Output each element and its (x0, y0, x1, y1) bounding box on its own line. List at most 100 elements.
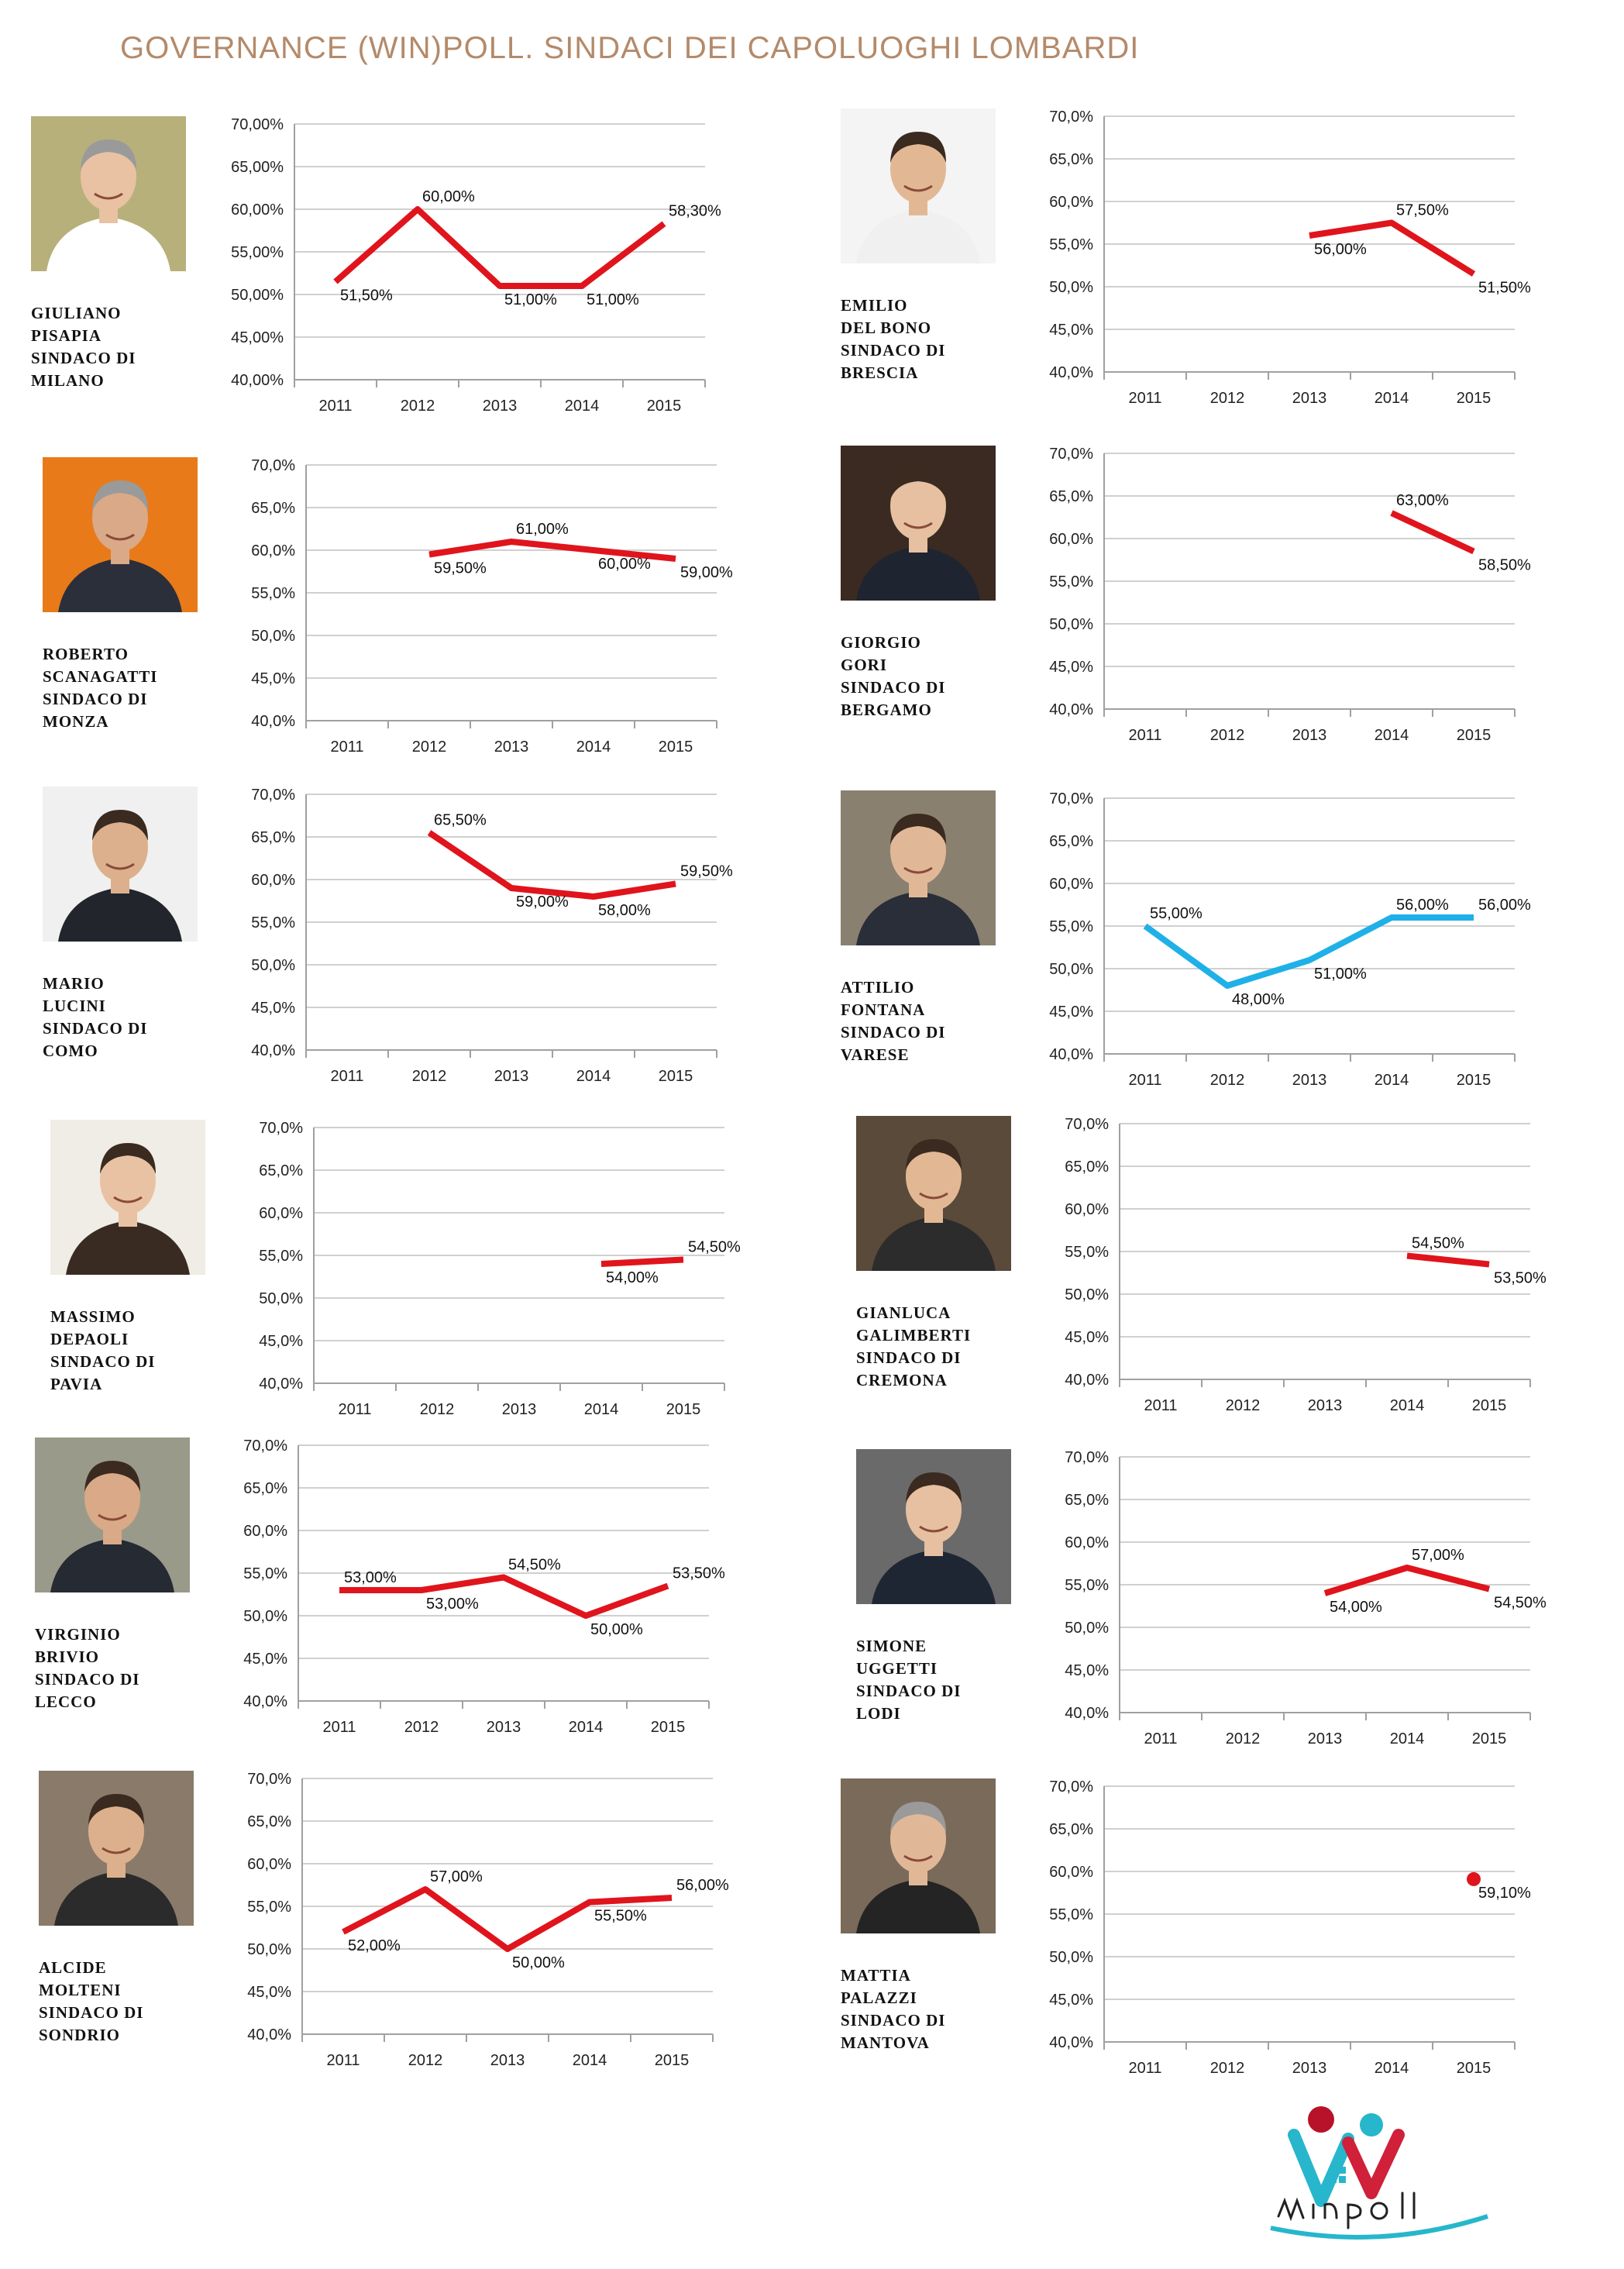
y-tick-label: 70,0% (1065, 1116, 1109, 1133)
data-label: 52,00% (348, 1937, 401, 1954)
y-tick-label: 40,0% (251, 1042, 295, 1059)
caption-line: SONDRIO (39, 2026, 121, 2044)
y-tick-label: 65,0% (1049, 488, 1093, 505)
y-tick-label: 55,0% (1065, 1577, 1109, 1594)
y-tick-label: 40,0% (251, 713, 295, 730)
chart-svg: 40,0% 45,0% 50,0% 55,0% 60,0% 65,0% 70,0% 2011 2… (1065, 1449, 1547, 1747)
data-label: 51,00% (587, 291, 639, 308)
y-tick-label: 55,0% (1049, 236, 1093, 253)
data-label: 59,00% (680, 564, 733, 581)
y-tick-label: 40,0% (1049, 2034, 1093, 2051)
x-tick-label: 2015 (1472, 1730, 1507, 1747)
y-tick-label: 50,0% (251, 957, 295, 974)
x-tick-label: 2014 (576, 739, 611, 756)
x-tick-label: 2011 (1128, 727, 1161, 744)
x-tick-label: 2014 (1375, 390, 1409, 407)
mayor-caption: SIMONE UGGETTI SINDACO DI LODI (856, 1635, 1042, 1725)
y-tick-label: 65,0% (1065, 1159, 1109, 1176)
data-label: 55,00% (1150, 905, 1203, 922)
data-label: 58,30% (669, 203, 721, 220)
data-label: 59,10% (1478, 1885, 1531, 1902)
y-tick-label: 55,0% (247, 1899, 291, 1916)
data-label: 54,50% (1494, 1595, 1547, 1612)
page-title: GOVERNANCE (WIN)POLL. SINDACI DEI CAPOLU… (120, 31, 1140, 65)
x-tick-label: 2012 (1226, 1397, 1261, 1414)
portrait-icon (31, 116, 186, 271)
x-tick-label: 2015 (1457, 390, 1492, 407)
y-tick-label: 65,0% (251, 500, 295, 517)
data-label: 48,00% (1232, 991, 1285, 1008)
y-tick-label: 45,00% (231, 329, 284, 346)
y-tick-label: 70,0% (251, 457, 295, 474)
mayor-caption: GIANLUCA GALIMBERTI SINDACO DI CREMONA (856, 1302, 1042, 1392)
caption-line: PISAPIA (31, 326, 102, 345)
caption-line: GIULIANO (31, 304, 122, 322)
mayor-photo (43, 787, 198, 942)
mayor-caption: VIRGINIO BRIVIO SINDACO DI LECCO (35, 1623, 221, 1713)
caption-line: DEL BONO (841, 318, 932, 337)
mayor-photo (39, 1771, 194, 1926)
y-tick-label: 45,0% (1049, 1004, 1093, 1021)
y-tick-label: 40,0% (1065, 1705, 1109, 1722)
caption-line: VIRGINIO (35, 1625, 121, 1644)
data-label: 57,00% (1412, 1547, 1464, 1564)
series-line (427, 830, 676, 900)
x-tick-label: 2015 (1457, 1072, 1492, 1089)
y-tick-label: 45,0% (251, 670, 295, 687)
x-tick-label: 2011 (1128, 1072, 1161, 1089)
x-tick-label: 2011 (318, 398, 352, 415)
x-tick-label: 2011 (1144, 1397, 1177, 1414)
data-label: 53,00% (344, 1569, 397, 1586)
caption-line: LODI (856, 1704, 901, 1723)
y-tick-label: 65,0% (259, 1162, 303, 1179)
caption-line: MASSIMO (50, 1307, 136, 1326)
portrait-icon (841, 790, 996, 945)
y-tick-label: 60,0% (1049, 1864, 1093, 1881)
data-label: 56,00% (676, 1877, 729, 1894)
portrait-icon (43, 457, 198, 612)
mayor-panel: SIMONE UGGETTI SINDACO DI LODI 40,0% 45,0% 50,… (856, 1449, 1624, 1775)
chart-svg: 40,0% 45,0% 50,0% 55,0% 60,0% 65,0% 70,0% 2011 2… (251, 457, 733, 756)
series-line (600, 1256, 684, 1267)
caption-line: SINDACO DI (39, 2003, 144, 2022)
y-tick-label: 60,0% (259, 1205, 303, 1222)
y-tick-label: 50,0% (1049, 616, 1093, 633)
chart-svg: 40,0% 45,0% 50,0% 55,0% 60,0% 65,0% 70,0% 2011 2… (259, 1120, 741, 1418)
approval-chart: 40,0% 45,0% 50,0% 55,0% 60,0% 65,0% 70,0% 2011 2… (198, 787, 740, 1112)
y-tick-label: 65,0% (1065, 1492, 1109, 1509)
x-tick-label: 2011 (1128, 2060, 1161, 2077)
data-label: 54,50% (1412, 1235, 1464, 1252)
y-tick-label: 50,0% (243, 1608, 287, 1625)
x-tick-label: 2014 (569, 1719, 604, 1736)
y-tick-label: 65,0% (251, 829, 295, 846)
x-tick-label: 2013 (1292, 2060, 1327, 2077)
y-tick-label: 50,0% (251, 628, 295, 645)
caption-line: GALIMBERTI (856, 1326, 972, 1345)
caption-line: GIANLUCA (856, 1303, 951, 1322)
y-tick-label: 45,0% (247, 1984, 291, 2001)
mayor-caption: GIORGIO GORI SINDACO DI BERGAMO (841, 632, 1027, 721)
series-line (1143, 914, 1474, 989)
mayor-caption: ROBERTO SCANAGATTI SINDACO DI MONZA (43, 643, 229, 733)
caption-line: SINDACO DI (35, 1670, 140, 1689)
y-tick-label: 65,0% (1049, 151, 1093, 168)
caption-line: SIMONE (856, 1637, 927, 1655)
approval-chart: 40,0% 45,0% 50,0% 55,0% 60,0% 65,0% 70,0% 2011 2… (1011, 1116, 1553, 1441)
x-tick-label: 2014 (1375, 2060, 1409, 2077)
portrait-icon (841, 108, 996, 263)
x-tick-label: 2012 (1210, 1072, 1245, 1089)
x-tick-label: 2013 (1292, 1072, 1327, 1089)
y-tick-label: 70,0% (1065, 1449, 1109, 1466)
mayor-caption: MARIO LUCINI SINDACO DI COMO (43, 973, 229, 1062)
x-tick-label: 2012 (401, 398, 435, 415)
mayor-panel: ROBERTO SCANAGATTI SINDACO DI MONZA 40,0% 45,… (43, 457, 817, 783)
caption-line: MILANO (31, 371, 105, 390)
caption-line: SINDACO DI (856, 1348, 962, 1367)
x-tick-label: 2015 (1457, 2060, 1492, 2077)
portrait-icon (856, 1449, 1011, 1604)
series-line (1323, 1565, 1491, 1596)
x-tick-label: 2015 (1457, 727, 1492, 744)
y-tick-label: 60,0% (247, 1856, 291, 1873)
data-label: 57,00% (430, 1868, 483, 1885)
mayor-photo (856, 1449, 1011, 1604)
